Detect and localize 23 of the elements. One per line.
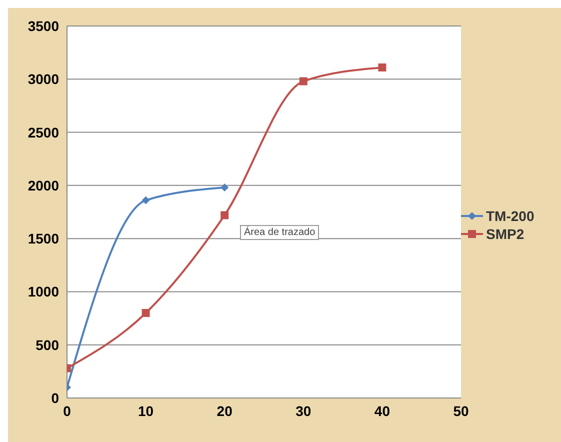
x-tick-label: 10 xyxy=(138,402,154,419)
point xyxy=(142,308,150,317)
x-tick-label: 0 xyxy=(63,402,72,419)
point xyxy=(299,77,308,86)
point xyxy=(378,63,386,72)
x-tick-label: 40 xyxy=(374,402,390,419)
x-tick-label: 20 xyxy=(216,402,233,419)
y-tick-label: 1500 xyxy=(28,230,60,247)
y-tick-label: 2500 xyxy=(28,124,60,140)
x-tick-label: 30 xyxy=(296,402,312,419)
point xyxy=(220,184,229,192)
y-tick-label: 2000 xyxy=(28,177,60,194)
legend-label: SMP2 xyxy=(486,226,524,242)
y-tick-label: 1000 xyxy=(28,284,60,300)
y-tick-label: 3500 xyxy=(28,18,60,34)
annotation: Área de trazado xyxy=(240,225,320,240)
point xyxy=(220,211,229,220)
y-tick-label: 500 xyxy=(36,336,60,353)
legend-label: TM-200 xyxy=(486,208,534,224)
y-tick-label: 3000 xyxy=(28,71,60,88)
y-tick-label: 0 xyxy=(51,390,60,406)
point xyxy=(142,196,150,204)
x-tick-label: 50 xyxy=(453,402,469,419)
